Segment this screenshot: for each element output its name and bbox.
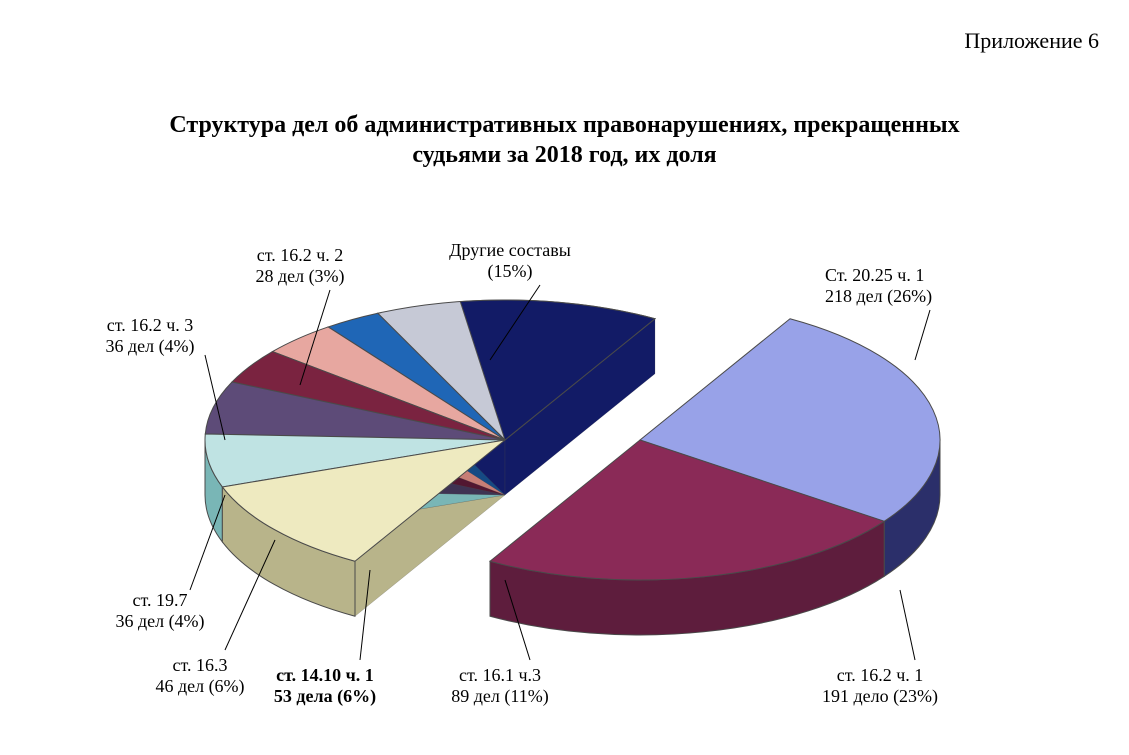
leader-s1 — [915, 310, 930, 360]
pie-label-s6: ст. 19.736 дел (4%) — [70, 590, 250, 631]
pie-label-s5: ст. 16.346 дел (6%) — [110, 655, 290, 696]
pie-label-s9: Другие составы(15%) — [420, 240, 600, 281]
leader-s2 — [900, 590, 915, 660]
title-line-2: судьями за 2018 год, их доля — [412, 142, 716, 168]
pie-label-s8: ст. 16.2 ч. 228 дел (3%) — [210, 245, 390, 286]
chart-title: Структура дел об административных правон… — [0, 110, 1129, 170]
pie-label-s1: Ст. 20.25 ч. 1218 дел (26%) — [825, 265, 1005, 306]
appendix-label: Приложение 6 — [964, 28, 1099, 54]
pie-chart: Ст. 20.25 ч. 1218 дел (26%) ст. 16.2 ч. 1… — [0, 220, 1129, 740]
pie-label-s3: ст. 16.1 ч.389 дел (11%) — [410, 665, 590, 706]
title-line-1: Структура дел об административных правон… — [169, 112, 959, 138]
pie-label-s2: ст. 16.2 ч. 1191 дело (23%) — [790, 665, 970, 706]
pie-label-s7: ст. 16.2 ч. 336 дел (4%) — [60, 315, 240, 356]
